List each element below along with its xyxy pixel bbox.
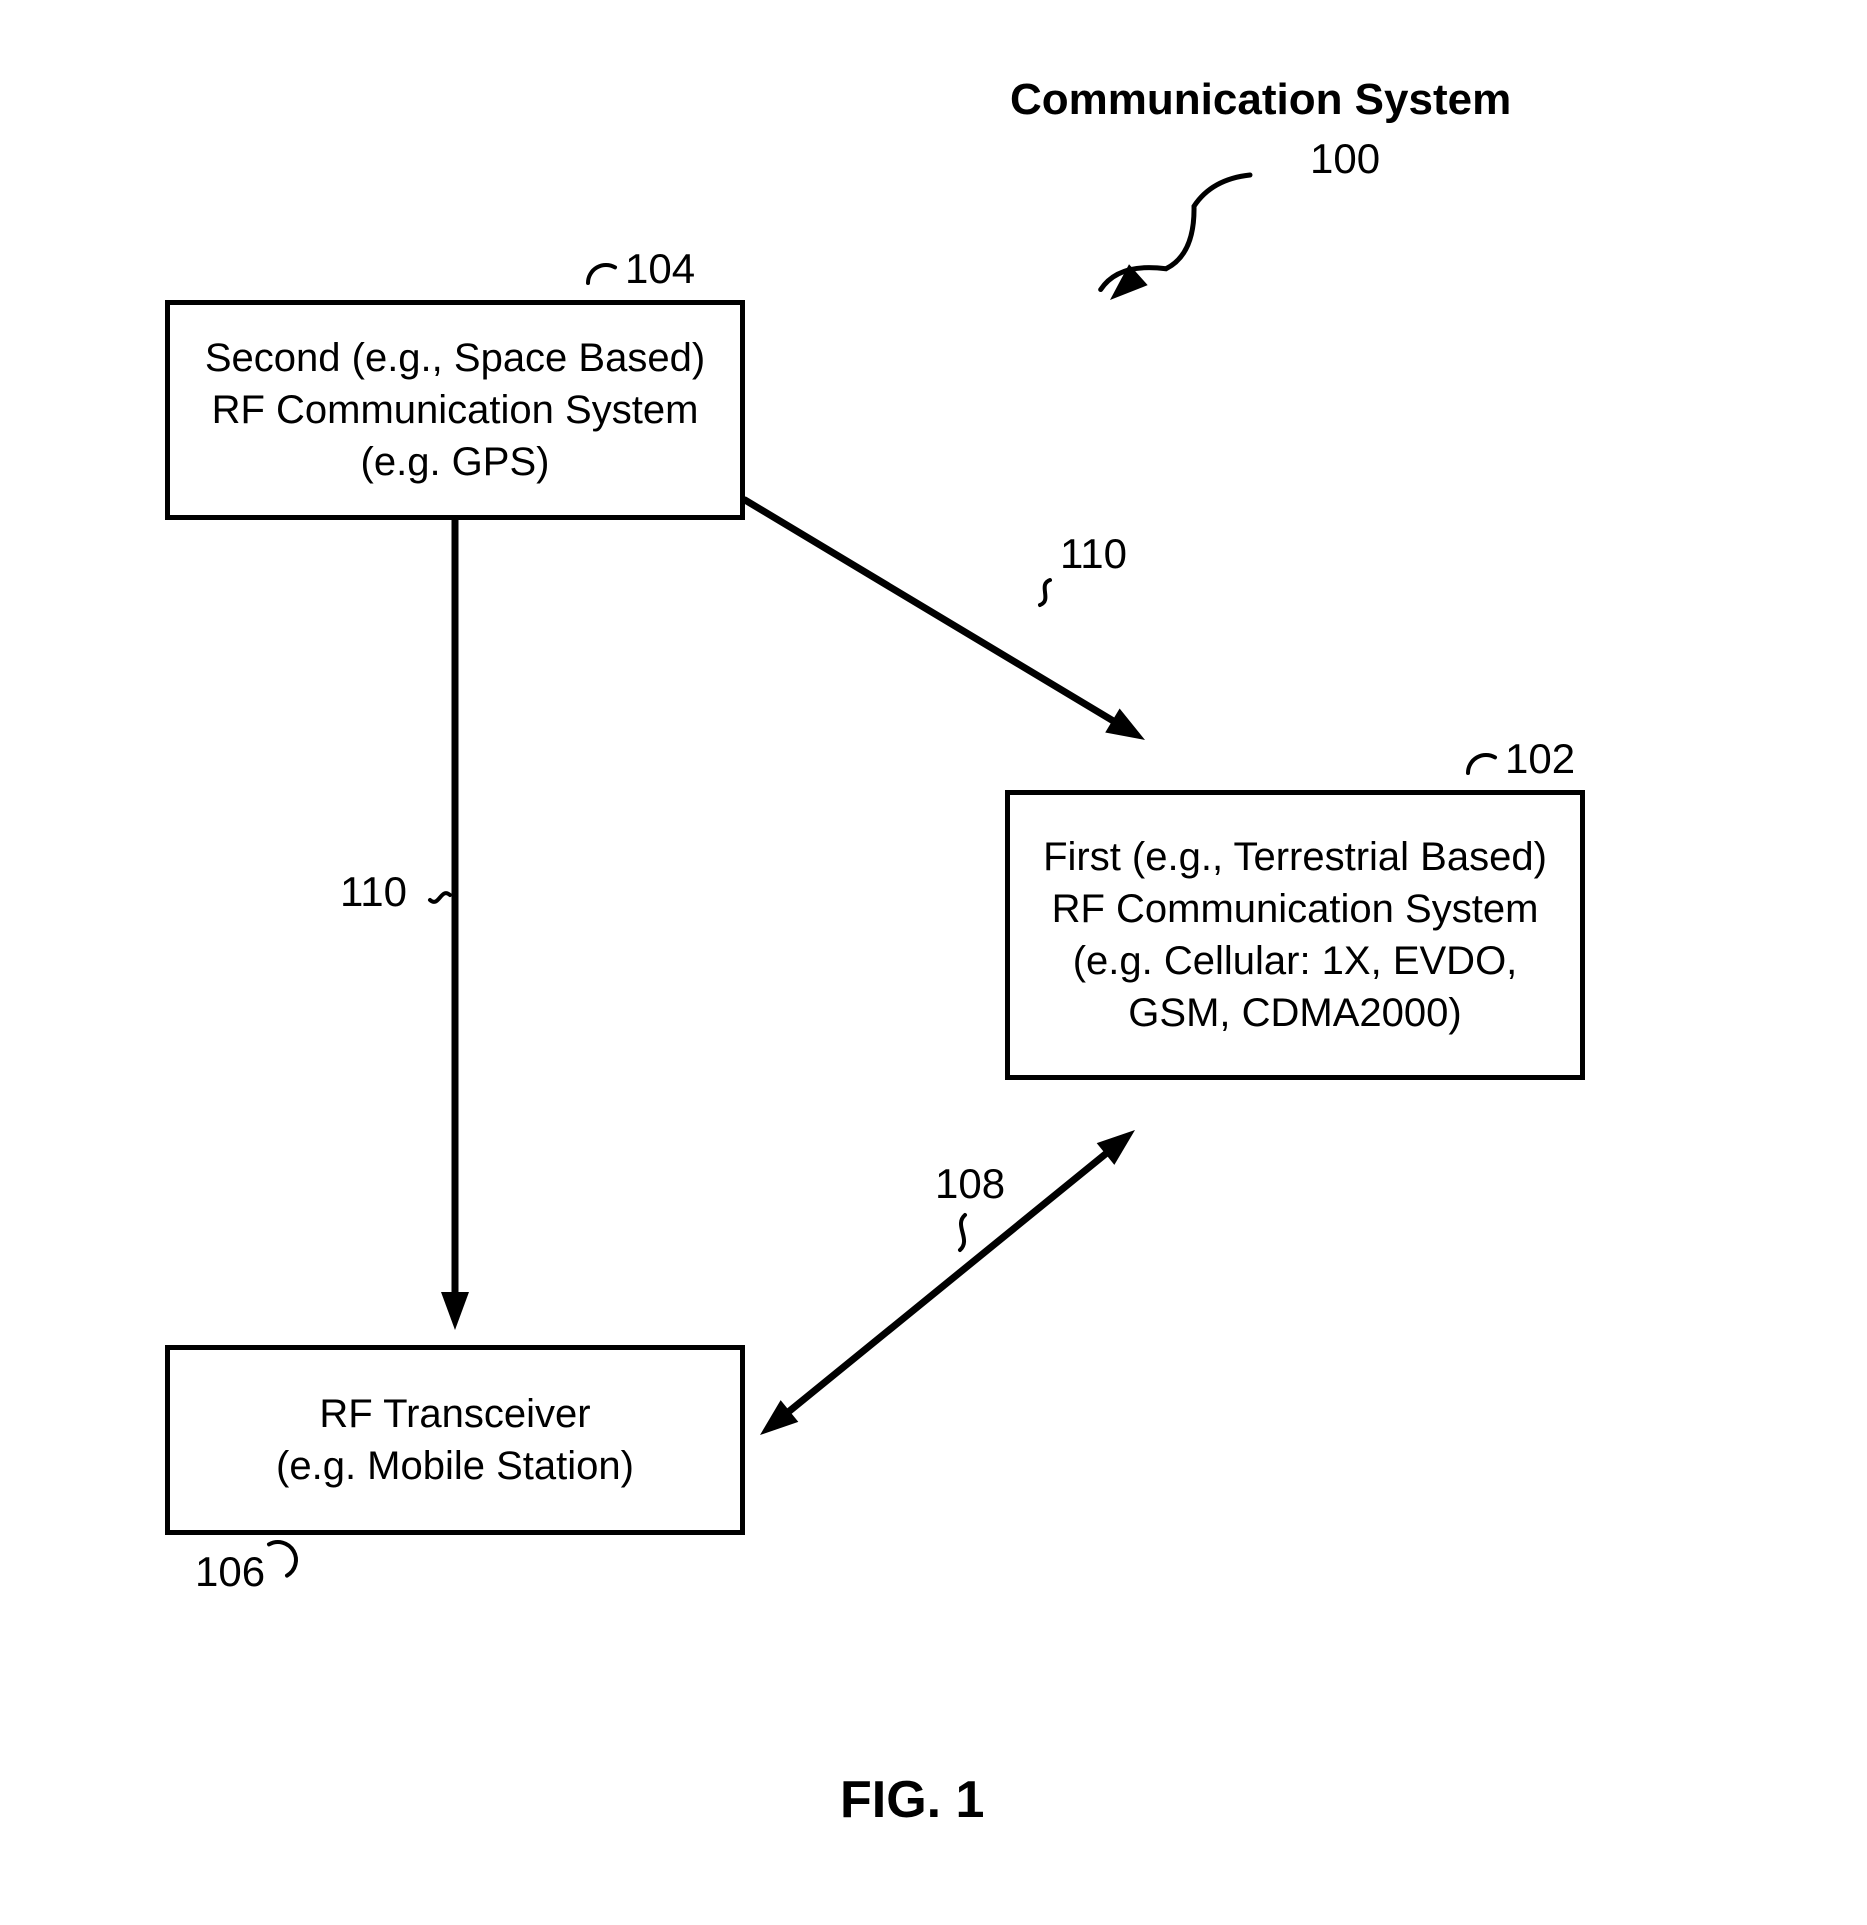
box-rf-transceiver: RF Transceiver (e.g. Mobile Station) xyxy=(165,1345,745,1535)
ref-104: 104 xyxy=(625,245,695,293)
diagram-canvas: { "figure": { "title": "Communication Sy… xyxy=(0,0,1867,1925)
ref-110-left: 110 xyxy=(340,868,407,916)
figure-caption: FIG. 1 xyxy=(840,1770,984,1830)
ref-102: 102 xyxy=(1505,735,1575,783)
box-first-rf-system: First (e.g., Terrestrial Based) RF Commu… xyxy=(1005,790,1585,1080)
box-first-rf-text: First (e.g., Terrestrial Based) RF Commu… xyxy=(1043,831,1547,1039)
box-second-rf-text: Second (e.g., Space Based) RF Communicat… xyxy=(205,332,705,488)
box-transceiver-text: RF Transceiver (e.g. Mobile Station) xyxy=(276,1388,634,1492)
ref-108: 108 xyxy=(935,1160,1005,1208)
diagram-title: Communication System xyxy=(1010,75,1511,125)
box-second-rf-system: Second (e.g., Space Based) RF Communicat… xyxy=(165,300,745,520)
diagram-title-ref: 100 xyxy=(1310,135,1380,183)
arrows-overlay xyxy=(0,0,1867,1925)
ref-110-right: 110 xyxy=(1060,530,1127,578)
ref-106: 106 xyxy=(195,1548,265,1596)
